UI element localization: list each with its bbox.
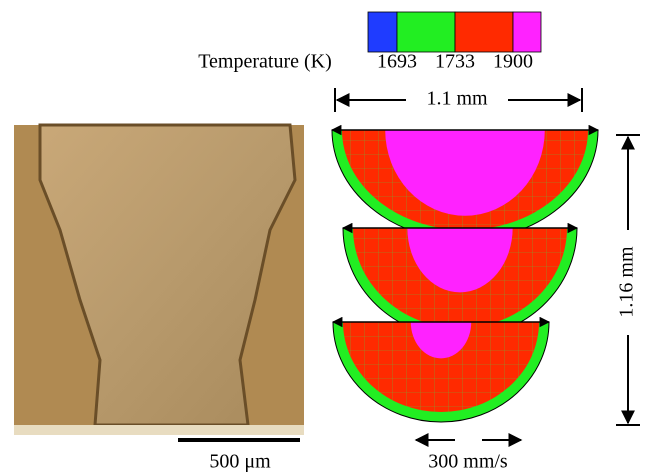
melt-pool — [332, 130, 598, 240]
melt-pools — [332, 130, 598, 422]
legend-label: 1693 — [377, 51, 417, 73]
legend-label: 1900 — [493, 51, 533, 73]
micrograph — [14, 125, 304, 435]
width-label: 1.1 mm — [426, 88, 488, 110]
figure: 500 μm 1693 1733 1900 Temperature (K) 1.1 … — [0, 0, 651, 474]
velocity-label: 300 mm/s — [428, 451, 508, 473]
scale-bar-label: 500 μm — [209, 451, 271, 473]
legend-swatch — [368, 12, 397, 52]
legend-swatch — [513, 12, 541, 52]
height-label: 1.16 mm — [616, 246, 638, 318]
legend-title: Temperature (K) — [198, 51, 332, 73]
legend-swatch — [397, 12, 455, 52]
legend-label: 1733 — [435, 51, 475, 73]
melt-pool — [333, 322, 549, 422]
legend-swatch — [455, 12, 513, 52]
legend: 1693 1733 1900 — [368, 12, 541, 73]
